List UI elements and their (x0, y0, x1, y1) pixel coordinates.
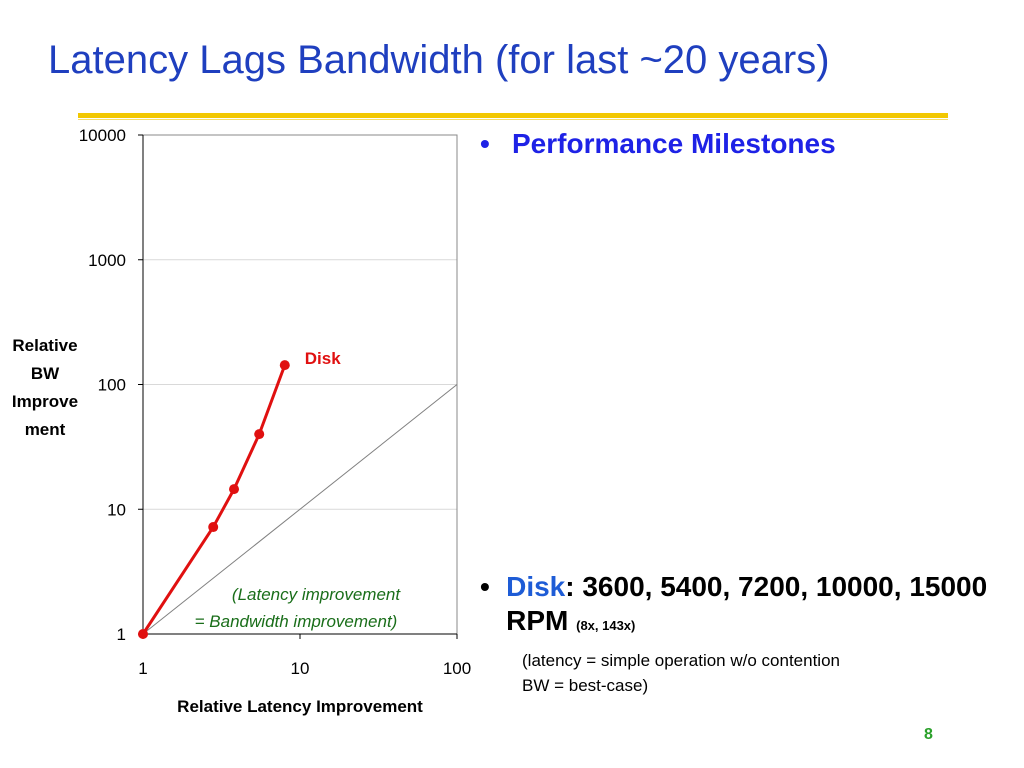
y-axis-label-line: ment (24, 420, 66, 439)
disk-rpm-text: : 3600, 5400, 7200, 10000, 15000 RPM (506, 571, 988, 636)
x-axis-label: Relative Latency Improvement (177, 697, 423, 716)
bullet-dot: • (480, 128, 490, 159)
chart-grid (143, 134, 457, 510)
reference-label-line2: = Bandwidth improvement) (195, 612, 398, 631)
y-tick-label: 1 (117, 625, 126, 644)
data-point (138, 629, 148, 639)
chart: 1 10 100 1000 10000 1 10 100 Disk Relative Late… (79, 126, 471, 716)
data-point (229, 484, 240, 495)
x-tick-label: 100 (443, 659, 471, 678)
disk-ratio: (8x, 143x) (576, 618, 636, 633)
note-line1: (latency = simple operation w/o contenti… (522, 651, 840, 670)
slide-title: Latency Lags Bandwidth (for last ~20 yea… (48, 38, 830, 82)
series-label: Disk (305, 349, 341, 368)
x-tick-label: 1 (138, 659, 147, 678)
bullet-dot: • (480, 571, 490, 602)
note-line2: BW = best-case) (522, 676, 649, 695)
y-axis-label-line: Improve (11, 392, 79, 411)
x-tick-label: 10 (291, 659, 310, 678)
disk-word: Disk (506, 571, 566, 602)
bullet-disk: • Disk: 3600, 5400, 7200, 10000, 15000 R… (480, 570, 1010, 643)
y-tick-label: 100 (98, 376, 126, 395)
y-axis-label-line: Relative (12, 336, 78, 355)
reference-label-line1: (Latency improvement (232, 585, 401, 604)
data-point (254, 429, 265, 440)
bullet-text: Performance Milestones (512, 128, 836, 159)
page-number: 8 (924, 726, 933, 743)
y-tick-label: 1000 (88, 251, 126, 270)
y-axis-label: Relative BW Improve ment (4, 332, 86, 444)
note: (latency = simple operation w/o contenti… (522, 648, 840, 698)
bullet-performance-milestones: • Performance Milestones (480, 128, 836, 160)
chart-ticks: 1 10 100 1000 10000 1 10 100 (79, 126, 471, 678)
title-underline-thin (78, 119, 948, 120)
reference-line (142, 384, 458, 635)
y-tick-label: 10000 (79, 126, 126, 145)
title-underline (78, 113, 948, 118)
reference-line-group (142, 384, 458, 635)
data-point (279, 360, 290, 371)
data-point (208, 522, 219, 533)
y-tick-label: 10 (107, 500, 126, 519)
y-axis-label-line: BW (30, 364, 60, 383)
series-group: Disk (138, 349, 341, 639)
